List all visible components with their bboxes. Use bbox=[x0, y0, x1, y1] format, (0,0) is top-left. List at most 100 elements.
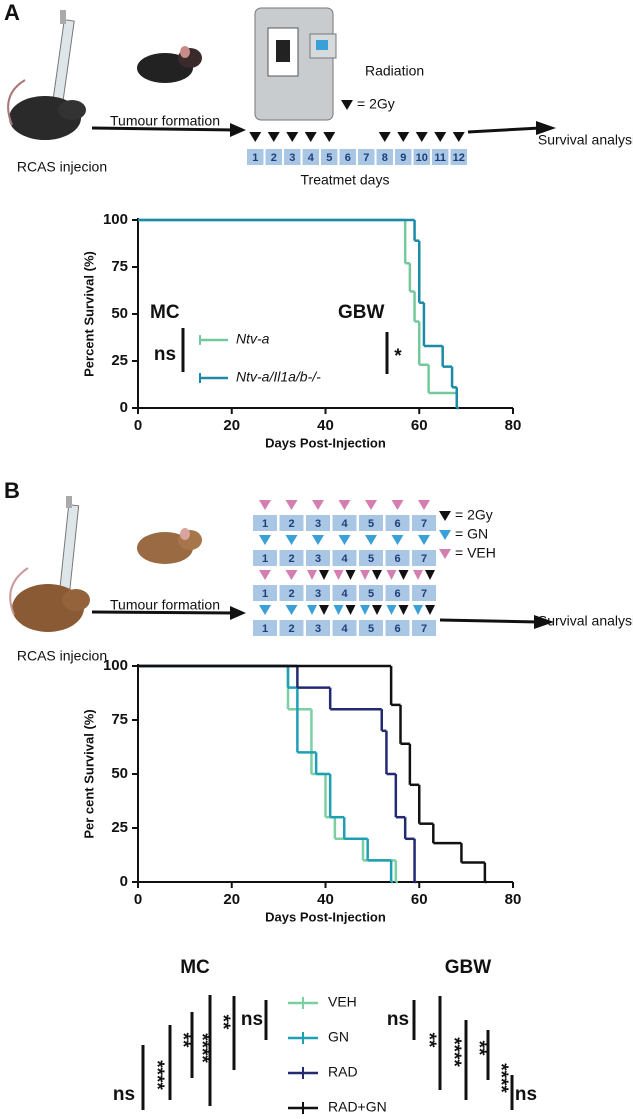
day-box bbox=[279, 585, 304, 601]
x-tick-label: 20 bbox=[223, 891, 240, 908]
x-axis-title: Days Post-Injection bbox=[265, 435, 386, 450]
illustration-a bbox=[7, 7, 556, 140]
arrow-label: Tumour formation bbox=[110, 113, 220, 129]
day-label: 3 bbox=[289, 152, 295, 164]
treatment-marker bbox=[434, 132, 447, 142]
day-label: 4 bbox=[341, 518, 348, 530]
radiation-label: Radiation bbox=[365, 63, 424, 79]
treatment-marker bbox=[319, 605, 329, 615]
day-box bbox=[279, 550, 304, 566]
days-caption: Treatmet days bbox=[301, 172, 390, 188]
treatment-marker bbox=[345, 570, 356, 580]
day-box bbox=[412, 585, 436, 601]
legend-label: VEH bbox=[328, 994, 357, 1010]
treatment-marker bbox=[259, 535, 271, 545]
day-box bbox=[279, 515, 304, 531]
annotation: * bbox=[394, 346, 402, 367]
treatment-marker bbox=[391, 535, 404, 545]
day-box bbox=[339, 149, 356, 165]
day-label: 7 bbox=[421, 588, 427, 600]
annotation: MC bbox=[180, 957, 210, 978]
treatment-marker bbox=[307, 605, 317, 615]
day-box bbox=[321, 149, 338, 165]
treatment-marker bbox=[386, 605, 397, 615]
day-box bbox=[332, 585, 357, 601]
annotation: ns bbox=[241, 1009, 263, 1030]
annotation: **** bbox=[443, 1037, 464, 1067]
x-tick-label: 0 bbox=[134, 417, 142, 434]
day-box bbox=[306, 515, 330, 531]
x-tick-label: 80 bbox=[505, 417, 522, 434]
day-box bbox=[302, 149, 319, 165]
treatment-marker bbox=[338, 500, 351, 510]
treatment-marker bbox=[304, 132, 317, 142]
illustration-b bbox=[9, 496, 554, 632]
treatment-marker bbox=[398, 570, 409, 580]
day-box bbox=[284, 149, 301, 165]
treatment-marker bbox=[249, 132, 262, 142]
panel-label: A bbox=[4, 0, 20, 25]
arrow-label: Tumour formation bbox=[110, 597, 220, 613]
day-box bbox=[359, 585, 383, 601]
day-label: 3 bbox=[315, 588, 321, 600]
outcome-label: Survival analysis bbox=[538, 613, 633, 629]
day-box bbox=[332, 620, 357, 636]
treatment-marker bbox=[333, 570, 344, 580]
day-label: 3 bbox=[315, 553, 321, 565]
day-box bbox=[306, 585, 330, 601]
day-label: 1 bbox=[262, 518, 268, 530]
y-tick-label: 75 bbox=[111, 711, 128, 728]
y-tick-label: 50 bbox=[111, 765, 128, 782]
x-axis-title: Days Post-Injection bbox=[265, 909, 386, 924]
annotation: ** bbox=[212, 1015, 233, 1030]
treatment-marker bbox=[259, 605, 271, 615]
day-label: 1 bbox=[252, 152, 258, 164]
y-tick-label: 0 bbox=[120, 873, 128, 890]
annotation: ns bbox=[387, 1009, 409, 1030]
day-label: 2 bbox=[288, 518, 294, 530]
treatment-marker bbox=[425, 605, 435, 615]
day-box bbox=[253, 620, 277, 636]
day-label: 10 bbox=[416, 152, 428, 164]
y-tick-label: 25 bbox=[111, 352, 128, 369]
treatment-marker bbox=[338, 535, 351, 545]
day-label: 7 bbox=[421, 553, 427, 565]
treatment-marker bbox=[391, 500, 404, 510]
day-box bbox=[306, 620, 330, 636]
day-box bbox=[385, 515, 410, 531]
x-tick-label: 40 bbox=[317, 891, 334, 908]
day-label: 2 bbox=[288, 553, 294, 565]
treatment-marker bbox=[415, 132, 428, 142]
legend-label: Ntv-a bbox=[236, 331, 270, 347]
day-box bbox=[432, 149, 449, 165]
day-box bbox=[247, 149, 264, 165]
day-box bbox=[412, 550, 436, 566]
legend-entry: = GN bbox=[455, 526, 488, 542]
day-box bbox=[306, 550, 330, 566]
legend-entry: = 2Gy bbox=[455, 507, 493, 523]
treatment-marker bbox=[425, 570, 435, 580]
day-box bbox=[412, 620, 436, 636]
day-label: 5 bbox=[368, 553, 374, 565]
annotation: GBW bbox=[445, 957, 492, 978]
day-label: 5 bbox=[326, 152, 332, 164]
legend-label: RAD+GN bbox=[328, 1099, 387, 1115]
treatment-marker bbox=[307, 570, 317, 580]
outcome-label: Survival analysis bbox=[538, 132, 633, 148]
day-label: 6 bbox=[394, 518, 400, 530]
day-label: 5 bbox=[368, 623, 374, 635]
day-box bbox=[332, 515, 357, 531]
treatment-marker bbox=[323, 132, 336, 142]
day-box bbox=[385, 550, 410, 566]
day-box bbox=[413, 149, 430, 165]
annotation: **** bbox=[191, 1033, 212, 1063]
treatment-marker bbox=[345, 605, 356, 615]
day-box bbox=[253, 515, 277, 531]
day-box bbox=[385, 585, 410, 601]
y-axis-title: Percent Survival (%) bbox=[81, 251, 96, 377]
day-label: 4 bbox=[341, 553, 348, 565]
treatment-marker bbox=[452, 132, 465, 142]
treatment-marker bbox=[397, 132, 410, 142]
treatment-marker bbox=[312, 500, 324, 510]
day-box bbox=[279, 620, 304, 636]
